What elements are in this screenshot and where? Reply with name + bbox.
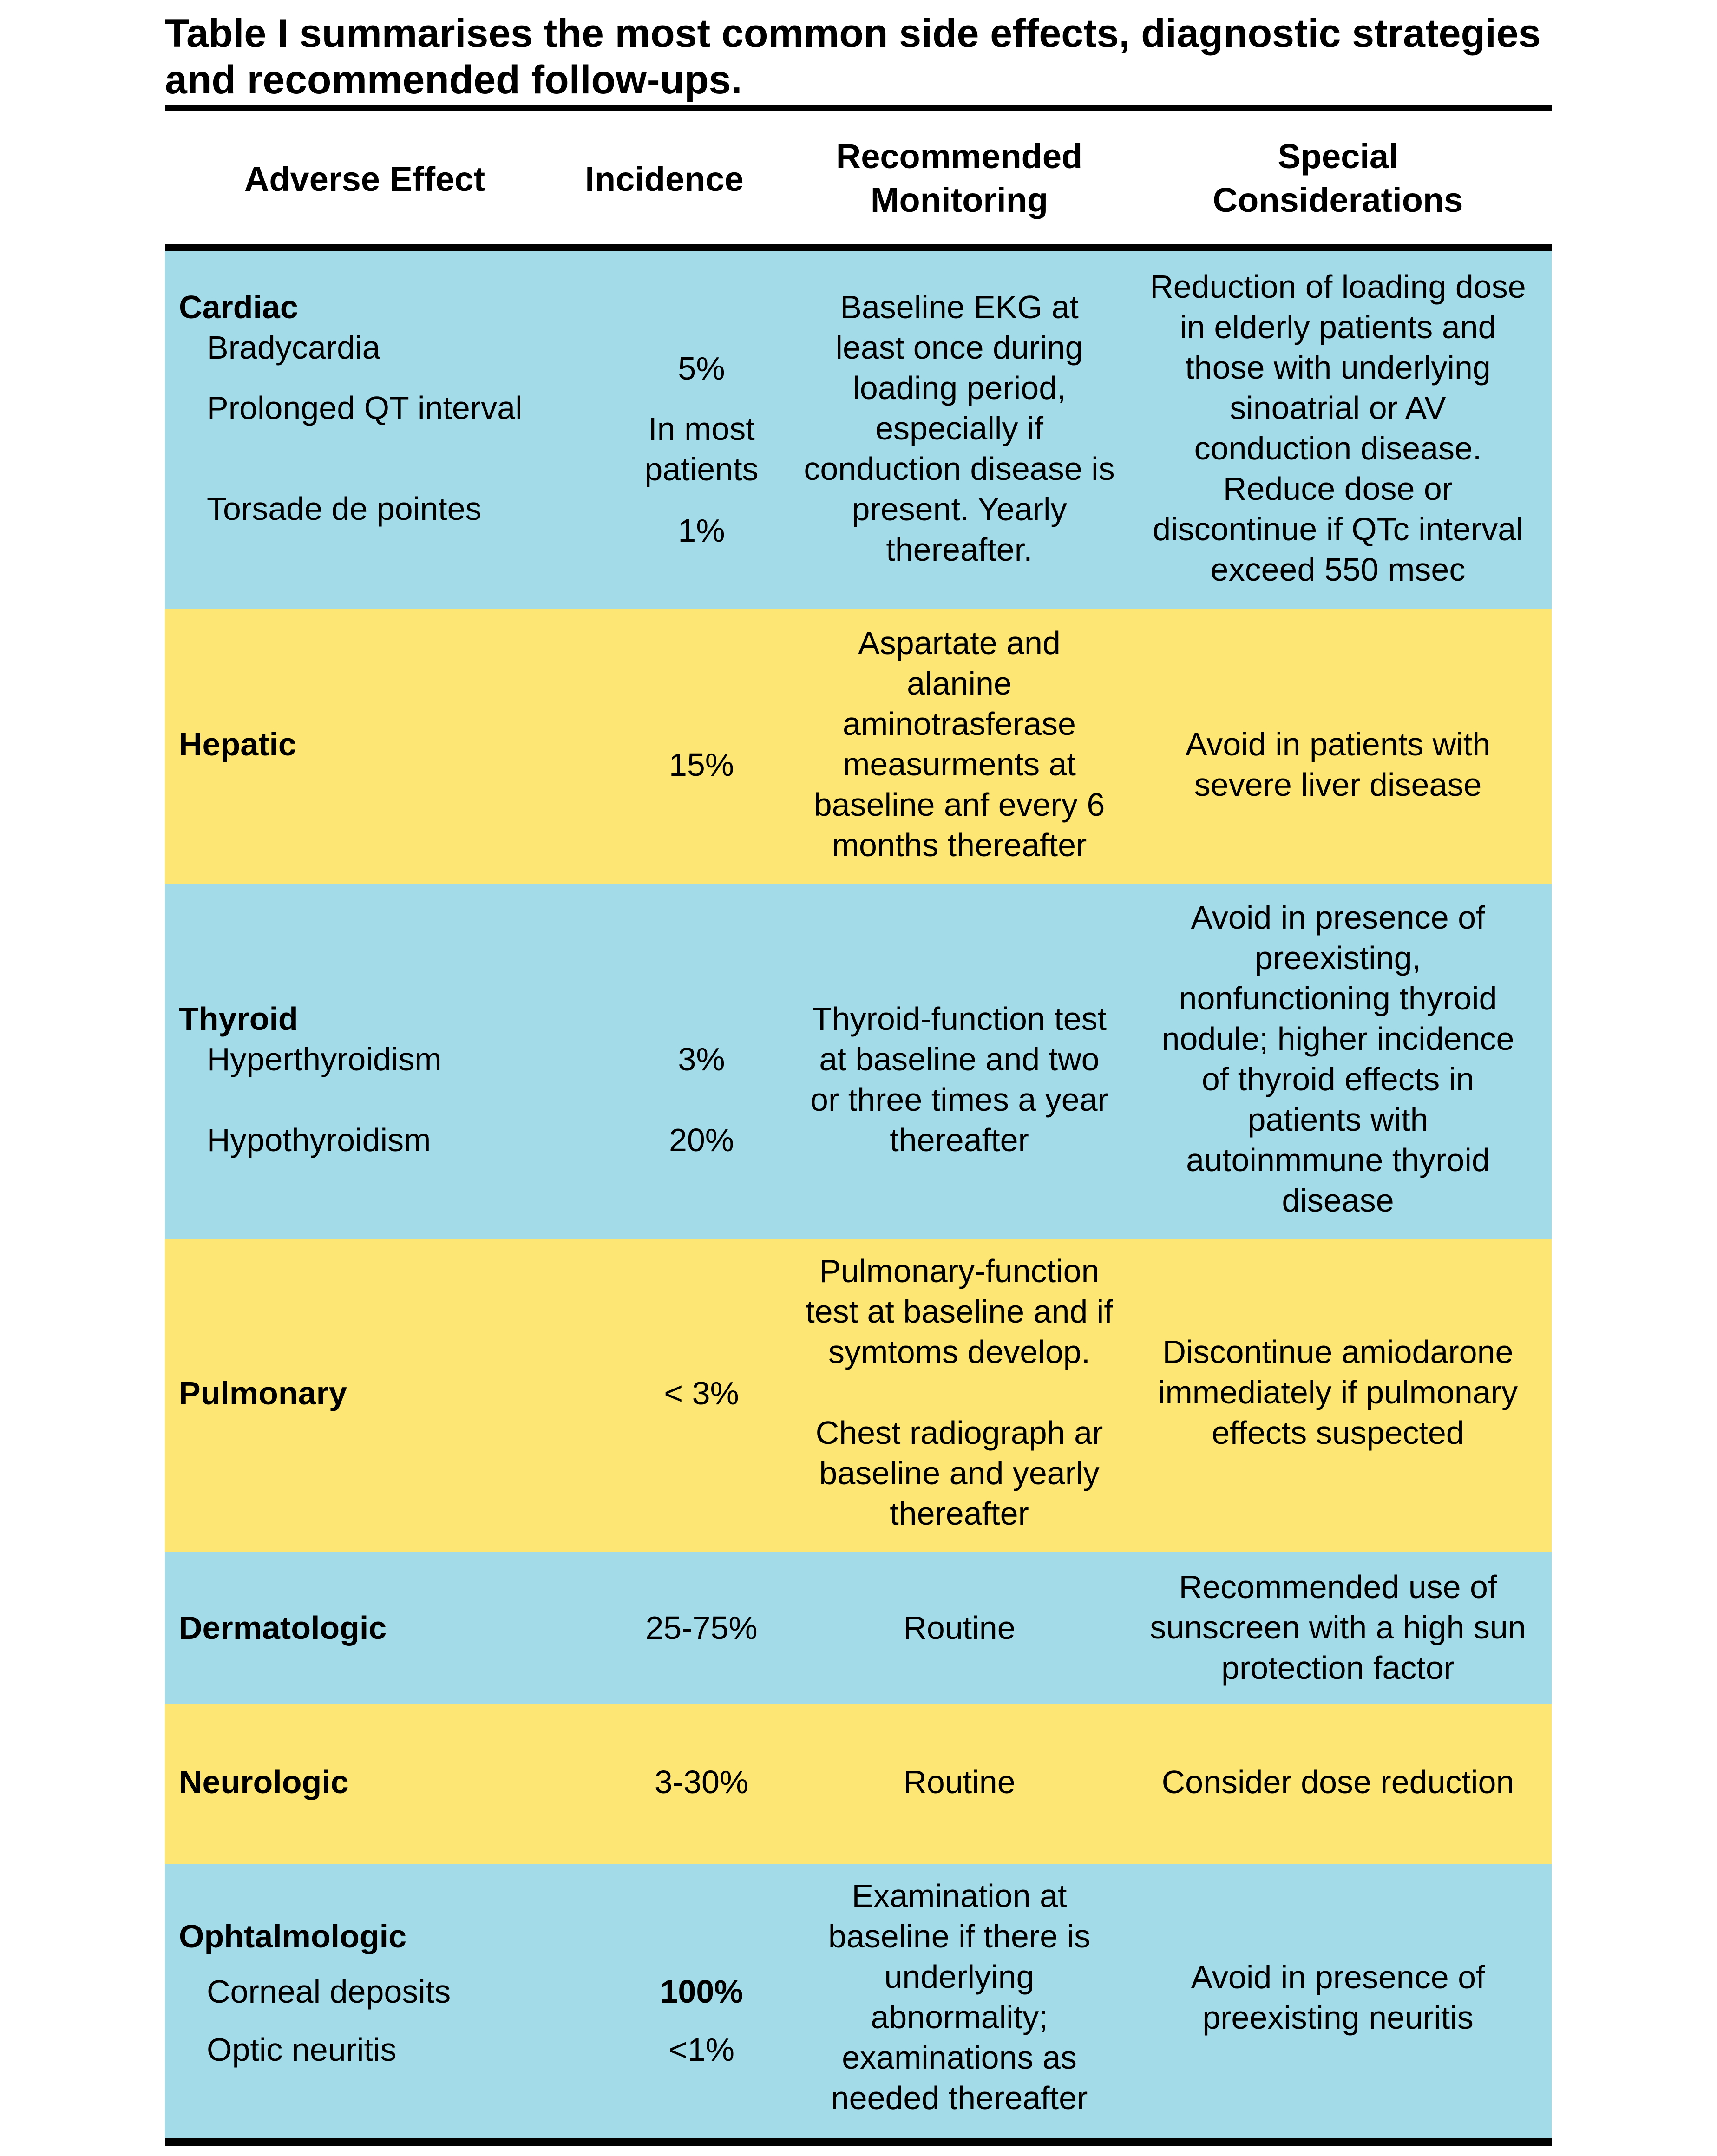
- sub-effect: Hypothyroidism: [207, 1122, 431, 1158]
- pulmonary-monitoring: Pulmonary-function test at baseline and …: [806, 1253, 1113, 1532]
- header-adverse-effect: Adverse Effect: [244, 160, 485, 198]
- header-rule: [165, 244, 1552, 251]
- dermatologic-monitoring: Routine: [903, 1610, 1016, 1646]
- ophtalmologic-special: Avoid in presence of preexisting neuriti…: [1191, 1959, 1485, 2036]
- bottom-rule: [165, 2138, 1552, 2146]
- cardiac-special: Reduction of loading dose in elderly pat…: [1150, 269, 1526, 588]
- pulmonary-special: Discontinue amiodarone immediately if pu…: [1158, 1334, 1518, 1451]
- category-label: Dermatologic: [179, 1610, 387, 1646]
- cardiac-monitoring: Baseline EKG at least once during loadin…: [804, 289, 1115, 568]
- thyroid-monitoring: Thyroid-function test at baseline and tw…: [810, 1001, 1108, 1158]
- thyroid-incidence: 3% 20%: [668, 1041, 734, 1158]
- category-label: Pulmonary: [179, 1375, 347, 1411]
- ophtalmologic-monitoring: Examination at baseline if there is unde…: [828, 1878, 1091, 2116]
- sub-effect: Bradycardia: [207, 329, 380, 366]
- dermatologic-special: Recommended use of sunscreen with a high…: [1150, 1569, 1526, 1686]
- row-neurologic: Neurologic 3-30% Routine Consider dose r…: [165, 1704, 1552, 1864]
- category-label: Cardiac: [179, 289, 298, 325]
- sub-effect: Corneal deposits: [207, 1973, 451, 2010]
- sub-effect: Torsade de pointes: [207, 491, 482, 527]
- top-rule: [165, 105, 1552, 111]
- sub-effect: Optic neuritis: [207, 2031, 397, 2068]
- row-ophtalmologic: Ophtalmologic Corneal deposits Optic neu…: [165, 1864, 1552, 2141]
- sub-effect: Hyperthyroidism: [207, 1041, 442, 1077]
- category-label: Ophtalmologic: [179, 1918, 406, 1954]
- thyroid-special: Avoid in presence of preexisting, nonfun…: [1161, 899, 1514, 1219]
- pulmonary-incidence: < 3%: [664, 1375, 739, 1411]
- hepatic-special: Avoid in patients with severe liver dise…: [1185, 726, 1491, 803]
- neurologic-special: Consider dose reduction: [1161, 1764, 1514, 1800]
- neurologic-monitoring: Routine: [903, 1764, 1016, 1800]
- row-dermatologic: Dermatologic 25-75% Routine Recommended …: [165, 1552, 1552, 1704]
- row-thyroid: Thyroid Hyperthyroidism Hypothyroidism 3…: [165, 884, 1552, 1239]
- table-caption: Table I summarises the most common side …: [165, 11, 1541, 102]
- neurologic-incidence: 3-30%: [654, 1764, 749, 1800]
- hepatic-monitoring: Aspartate and alanine aminotrasferase me…: [813, 625, 1105, 863]
- row-hepatic: Hepatic 15% Aspartate and alanine aminot…: [165, 609, 1552, 884]
- row-pulmonary: Pulmonary < 3% Pulmonary-function test a…: [165, 1239, 1552, 1552]
- category-label: Neurologic: [179, 1764, 349, 1800]
- category-label: Hepatic: [179, 726, 296, 762]
- ophtalmologic-effects: Ophtalmologic Corneal deposits Optic neu…: [179, 1916, 588, 2070]
- category-label: Thyroid: [179, 1001, 298, 1037]
- dermatologic-incidence: 25-75%: [645, 1610, 758, 1646]
- row-cardiac: Cardiac Bradycardia Prolonged QT interva…: [165, 251, 1552, 609]
- cardiac-effects: Cardiac Bradycardia Prolonged QT interva…: [179, 287, 588, 529]
- thyroid-effects: Thyroid Hyperthyroidism Hypothyroidism: [179, 999, 588, 1160]
- hepatic-incidence: 15%: [668, 747, 734, 783]
- sub-effect: Prolonged QT interval: [207, 390, 523, 426]
- cardiac-incidence: 5% In most patients 1%: [644, 350, 759, 549]
- header-special-considerations: Special Considerations: [1212, 137, 1463, 219]
- ophtalmologic-incidence: 100% <1%: [660, 1973, 743, 2068]
- header-monitoring: Recommended Monitoring: [836, 137, 1083, 219]
- header-incidence: Incidence: [585, 160, 744, 198]
